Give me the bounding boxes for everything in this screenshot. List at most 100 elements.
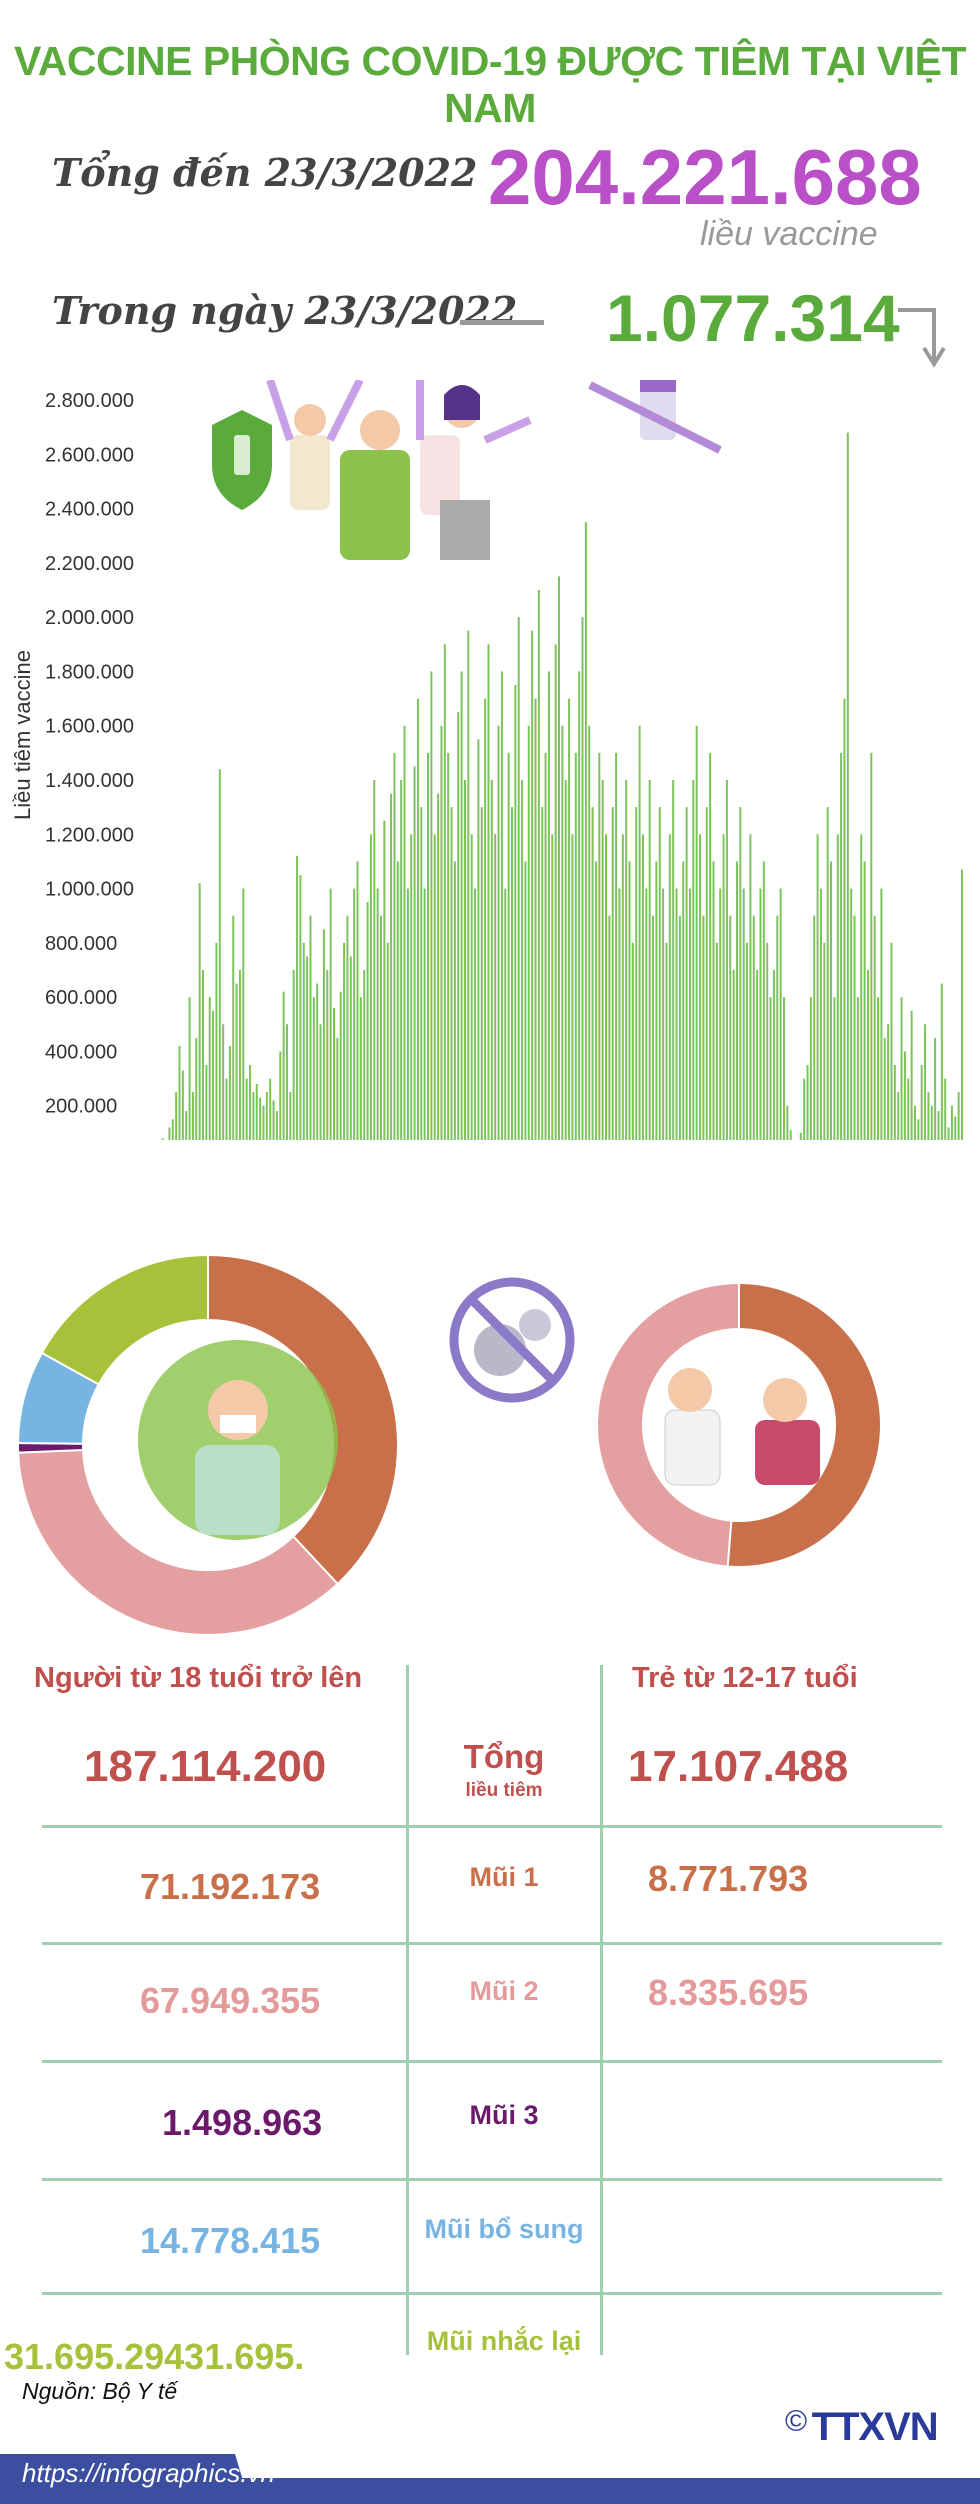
bar — [655, 861, 658, 1140]
bar — [668, 834, 671, 1140]
bar — [846, 432, 849, 1140]
bar — [937, 1111, 940, 1140]
bar — [756, 970, 759, 1140]
bar — [890, 942, 893, 1140]
bar — [957, 1092, 960, 1140]
child-total: 17.107.488 — [628, 1742, 849, 1791]
bar — [635, 807, 638, 1140]
bar — [746, 942, 749, 1140]
bar — [521, 780, 524, 1140]
bar — [406, 888, 409, 1140]
bar — [561, 725, 564, 1140]
bar — [228, 1046, 231, 1140]
total-unit: liều vaccine — [700, 215, 878, 253]
bar — [474, 888, 477, 1140]
bar — [541, 807, 544, 1140]
bar — [531, 630, 534, 1140]
donut-slice — [207, 1253, 399, 1586]
bar — [450, 807, 453, 1140]
bar — [289, 1092, 292, 1140]
bar — [285, 1024, 288, 1140]
bar — [416, 698, 419, 1140]
bar — [961, 869, 963, 1140]
y-tick-label: 2.400.000 — [45, 499, 134, 521]
bar — [568, 698, 571, 1140]
bar — [907, 1078, 910, 1140]
bar — [420, 807, 423, 1140]
website-link[interactable]: https://infographics.vn — [22, 2458, 275, 2488]
bar — [762, 861, 765, 1140]
y-tick-label: 1.600.000 — [45, 716, 134, 738]
bar — [803, 1078, 806, 1140]
bar — [856, 997, 859, 1140]
bar — [910, 1010, 913, 1140]
bar — [383, 820, 386, 1140]
y-tick-label: 200.000 — [45, 1096, 117, 1118]
bar — [574, 752, 577, 1140]
bar — [208, 997, 211, 1140]
bar — [366, 902, 369, 1140]
bar — [863, 861, 866, 1140]
y-tick-label: 1.800.000 — [45, 661, 134, 683]
bar — [332, 1008, 335, 1140]
bar — [232, 915, 235, 1140]
table-divider — [600, 1665, 603, 2355]
bar — [336, 1037, 339, 1140]
bar — [376, 888, 379, 1140]
bar — [581, 617, 584, 1140]
bar — [272, 1100, 275, 1140]
bar — [453, 861, 456, 1140]
bar — [302, 942, 305, 1140]
bar — [779, 888, 782, 1140]
bar — [594, 861, 597, 1140]
bar — [413, 766, 416, 1140]
bar — [403, 725, 406, 1140]
bar — [410, 834, 413, 1140]
donut-charts — [16, 1253, 882, 1636]
column-header-adult: Người từ 18 tuổi trở lên — [34, 1662, 363, 1694]
bar — [547, 671, 550, 1140]
bar — [430, 671, 433, 1140]
bar — [168, 1127, 171, 1140]
bar — [359, 997, 362, 1140]
bar — [524, 861, 527, 1140]
bar — [218, 769, 221, 1140]
bar — [715, 942, 718, 1140]
bar — [843, 698, 846, 1140]
daily-doses-bar-chart: 0200.000400.000600.000800.0001.000.0001.… — [10, 380, 963, 1140]
child-vaccination-illustration — [647, 1333, 831, 1517]
footer-tab — [0, 2454, 250, 2504]
arrow-down-icon — [898, 308, 946, 368]
bar — [292, 970, 295, 1140]
bar — [514, 685, 517, 1140]
bar — [836, 834, 839, 1140]
bar — [806, 1065, 809, 1140]
bar — [695, 725, 698, 1140]
bar — [766, 942, 769, 1140]
bar — [195, 1037, 198, 1140]
bar — [809, 997, 812, 1140]
donut-slice — [596, 1281, 740, 1568]
bar — [641, 834, 644, 1140]
bar — [202, 970, 205, 1140]
bar — [296, 856, 299, 1140]
bar — [269, 1078, 272, 1140]
bar — [588, 725, 591, 1140]
bar — [605, 834, 608, 1140]
table-divider — [42, 2178, 942, 2181]
row-label: Tổng — [463, 1738, 545, 1775]
ttxvn-logo: © TTXVN — [785, 2405, 939, 2449]
bar — [306, 956, 309, 1140]
bar — [380, 915, 383, 1140]
table-divider — [42, 2292, 942, 2295]
bar — [853, 915, 856, 1140]
bar — [678, 915, 681, 1140]
y-tick-label: 600.000 — [45, 987, 117, 1009]
bar — [749, 834, 752, 1140]
bar — [259, 1097, 262, 1140]
y-tick-label: 400.000 — [45, 1041, 117, 1063]
bar — [551, 834, 554, 1140]
bar — [638, 725, 641, 1140]
total-value: 204.221.688 — [488, 133, 922, 221]
bar — [312, 997, 315, 1140]
